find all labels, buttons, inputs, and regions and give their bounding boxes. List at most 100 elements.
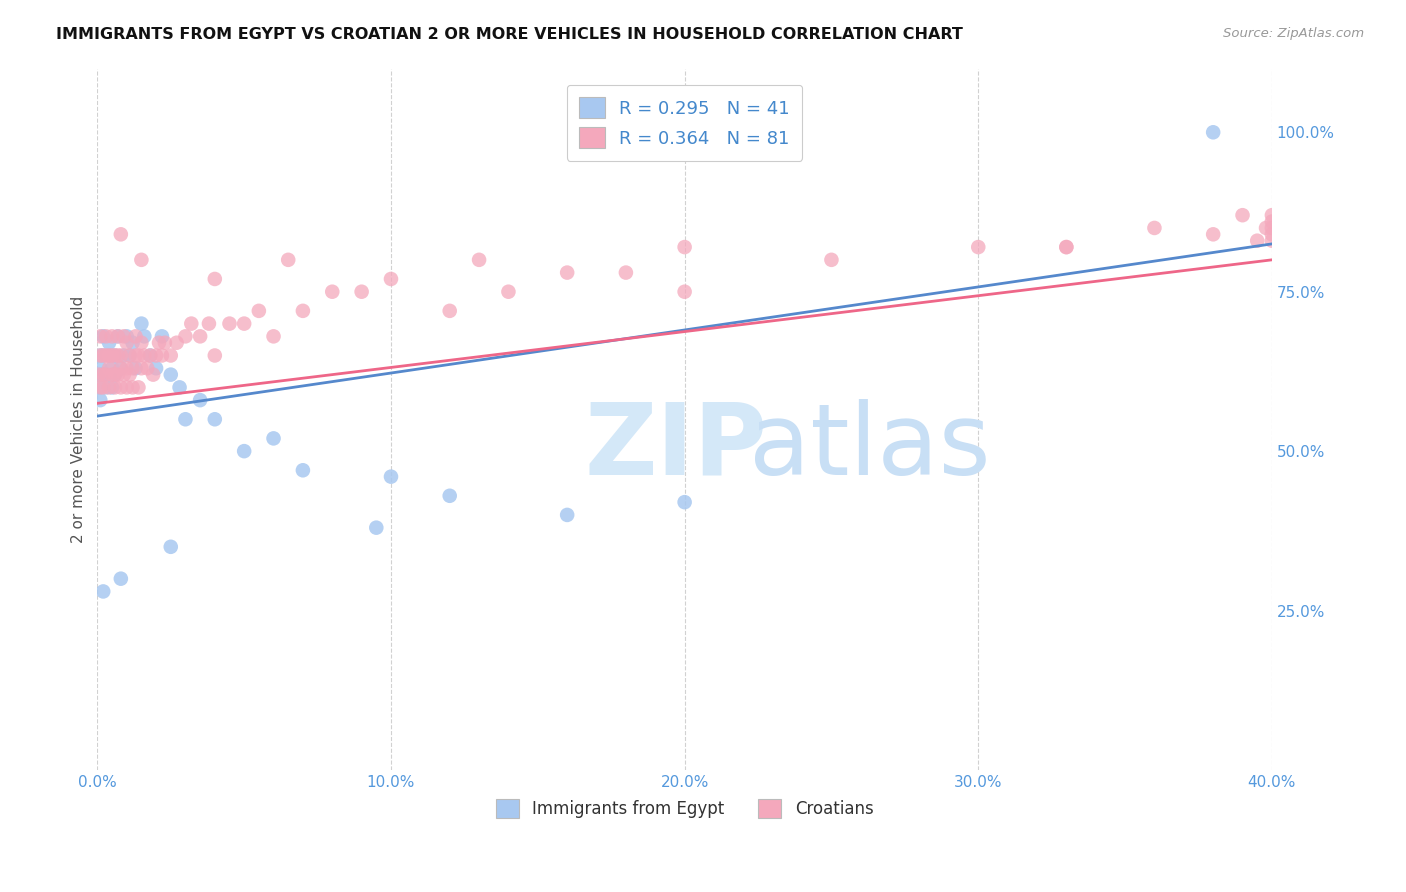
Point bbox=[159, 349, 181, 363]
Point bbox=[101, 349, 124, 363]
Point bbox=[233, 317, 256, 331]
Point bbox=[134, 349, 156, 363]
Point bbox=[555, 508, 578, 522]
Point bbox=[204, 412, 226, 426]
Point bbox=[188, 393, 211, 408]
Point bbox=[127, 349, 149, 363]
Point bbox=[104, 380, 127, 394]
Point bbox=[673, 240, 696, 254]
Point bbox=[89, 361, 111, 376]
Point bbox=[91, 329, 114, 343]
Point bbox=[188, 329, 211, 343]
Point bbox=[89, 349, 111, 363]
Point bbox=[89, 380, 111, 394]
Point bbox=[107, 368, 129, 382]
Point bbox=[247, 303, 270, 318]
Point bbox=[112, 349, 135, 363]
Point bbox=[291, 463, 314, 477]
Point bbox=[124, 361, 146, 376]
Point bbox=[1261, 208, 1284, 222]
Point bbox=[204, 349, 226, 363]
Point bbox=[174, 412, 197, 426]
Point bbox=[673, 495, 696, 509]
Text: Source: ZipAtlas.com: Source: ZipAtlas.com bbox=[1223, 27, 1364, 40]
Point bbox=[145, 349, 167, 363]
Point bbox=[321, 285, 343, 299]
Point bbox=[118, 349, 141, 363]
Point bbox=[89, 349, 111, 363]
Point bbox=[98, 335, 121, 350]
Point bbox=[277, 252, 299, 267]
Point bbox=[107, 349, 129, 363]
Point bbox=[380, 469, 402, 483]
Point bbox=[1054, 240, 1077, 254]
Point bbox=[98, 349, 121, 363]
Point bbox=[121, 361, 143, 376]
Point bbox=[136, 361, 159, 376]
Point bbox=[118, 349, 141, 363]
Point bbox=[96, 349, 118, 363]
Point bbox=[91, 349, 114, 363]
Point bbox=[820, 252, 842, 267]
Point bbox=[439, 489, 461, 503]
Point bbox=[91, 368, 114, 382]
Point bbox=[366, 521, 388, 535]
Point bbox=[98, 380, 121, 394]
Point bbox=[131, 361, 153, 376]
Point bbox=[89, 368, 111, 382]
Point bbox=[118, 368, 141, 382]
Point bbox=[180, 317, 202, 331]
Point bbox=[112, 329, 135, 343]
Point bbox=[204, 272, 226, 286]
Legend: Immigrants from Egypt, Croatians: Immigrants from Egypt, Croatians bbox=[489, 792, 880, 825]
Point bbox=[1254, 221, 1277, 235]
Point bbox=[89, 329, 111, 343]
Point bbox=[115, 335, 138, 350]
Point bbox=[91, 380, 114, 394]
Point bbox=[263, 431, 285, 445]
Point bbox=[148, 335, 170, 350]
Point bbox=[101, 368, 124, 382]
Point bbox=[107, 329, 129, 343]
Point bbox=[159, 368, 181, 382]
Point bbox=[142, 368, 165, 382]
Point bbox=[127, 380, 149, 394]
Point bbox=[139, 349, 162, 363]
Point bbox=[166, 335, 188, 350]
Point bbox=[150, 349, 173, 363]
Point bbox=[673, 285, 696, 299]
Point bbox=[101, 380, 124, 394]
Point bbox=[110, 361, 132, 376]
Point bbox=[498, 285, 520, 299]
Point bbox=[89, 393, 111, 408]
Point bbox=[1261, 227, 1284, 242]
Point bbox=[291, 303, 314, 318]
Point bbox=[115, 329, 138, 343]
Point bbox=[124, 329, 146, 343]
Point bbox=[101, 361, 124, 376]
Point bbox=[1054, 240, 1077, 254]
Point bbox=[110, 227, 132, 242]
Point bbox=[263, 329, 285, 343]
Y-axis label: 2 or more Vehicles in Household: 2 or more Vehicles in Household bbox=[72, 295, 86, 543]
Text: atlas: atlas bbox=[749, 399, 991, 496]
Point bbox=[110, 361, 132, 376]
Point bbox=[174, 329, 197, 343]
Point bbox=[101, 329, 124, 343]
Point bbox=[115, 380, 138, 394]
Point bbox=[112, 368, 135, 382]
Point bbox=[104, 368, 127, 382]
Point bbox=[91, 368, 114, 382]
Point bbox=[124, 349, 146, 363]
Point bbox=[121, 380, 143, 394]
Point bbox=[91, 584, 114, 599]
Point bbox=[350, 285, 373, 299]
Point bbox=[104, 368, 127, 382]
Point bbox=[150, 329, 173, 343]
Point bbox=[1246, 234, 1268, 248]
Point bbox=[198, 317, 221, 331]
Point bbox=[110, 380, 132, 394]
Point bbox=[96, 368, 118, 382]
Point bbox=[87, 380, 110, 394]
Point bbox=[134, 329, 156, 343]
